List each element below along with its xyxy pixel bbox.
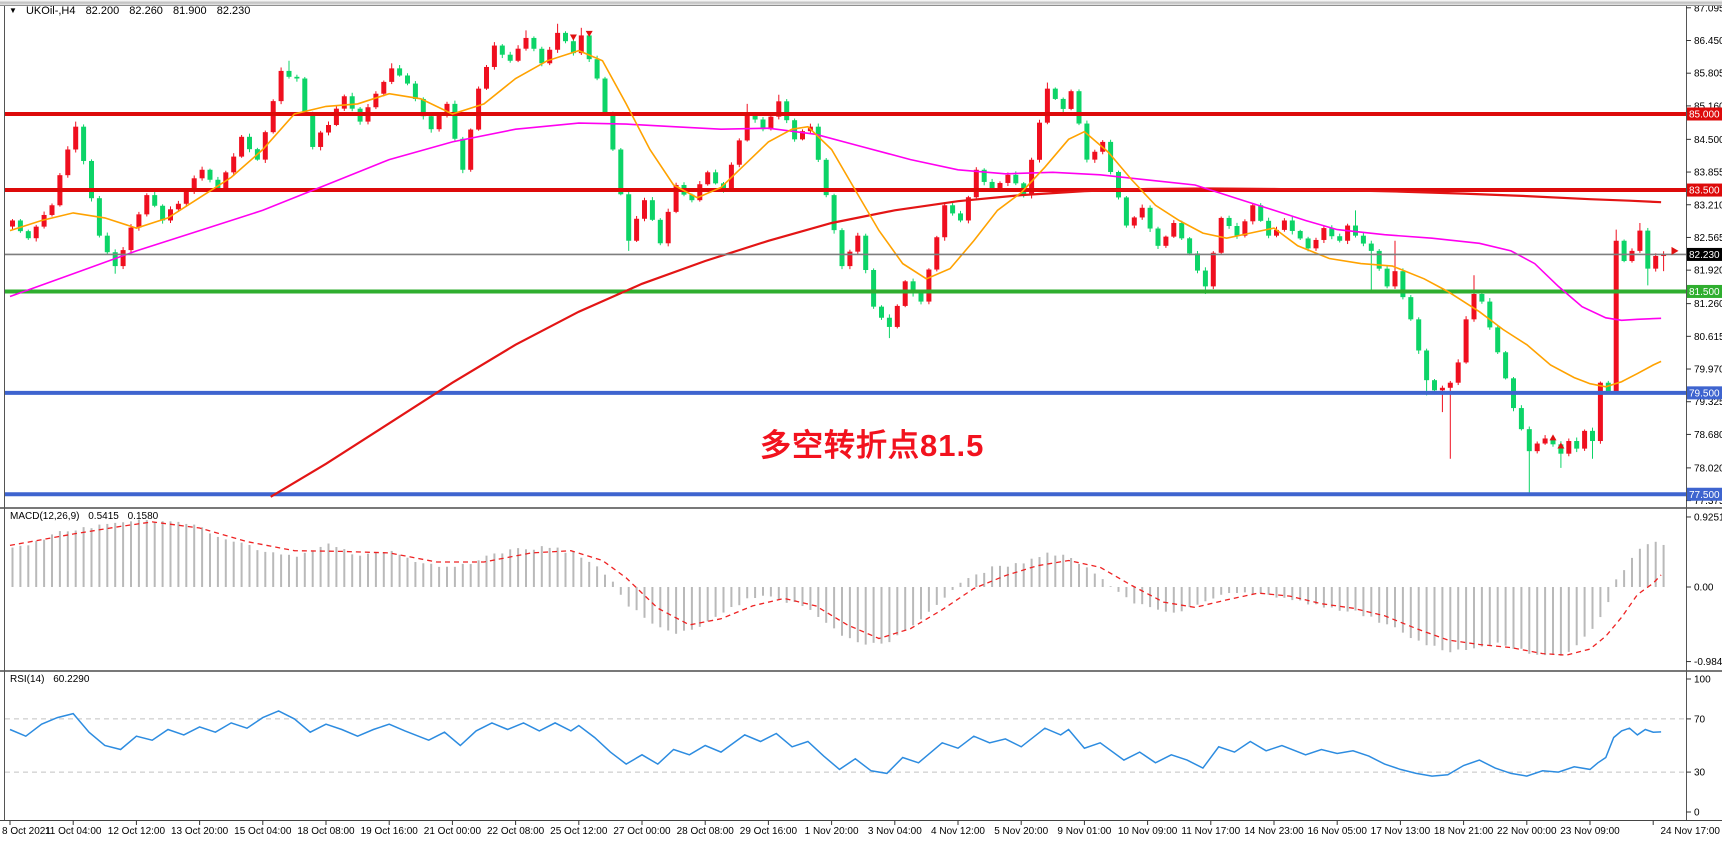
ma-fast-orange [9,49,1662,388]
time-axis[interactable] [0,821,1722,841]
svg-text:85.160: 85.160 [1694,101,1722,112]
svg-text:79.325: 79.325 [1694,397,1722,408]
chart-annotation-text: 多空转折点81.5 [760,428,985,463]
svg-text:70: 70 [1694,714,1706,725]
svg-text:16 Nov 05:00: 16 Nov 05:00 [1307,826,1367,837]
close-value: 82.230 [216,5,251,17]
svg-text:81.920: 81.920 [1694,266,1722,277]
rsi-name: RSI(14) [10,674,45,685]
panel-frame [0,5,1722,821]
moving-averages-layer [9,49,1662,498]
macd-main-value: 0.5415 [88,511,119,522]
rsi-indicator-label: RSI(14) 60.2290 [10,674,89,685]
svg-text:0.9251: 0.9251 [1694,512,1722,523]
svg-text:14 Nov 23:00: 14 Nov 23:00 [1244,826,1304,837]
price-axis[interactable] [1687,6,1722,820]
svg-text:83.855: 83.855 [1694,168,1722,179]
rsi-line [9,710,1662,777]
svg-text:9 Nov 01:00: 9 Nov 01:00 [1057,826,1111,837]
svg-text:21 Oct 00:00: 21 Oct 00:00 [424,826,482,837]
svg-text:15 Oct 04:00: 15 Oct 04:00 [234,826,292,837]
svg-text:13 Oct 20:00: 13 Oct 20:00 [171,826,229,837]
rsi-panel[interactable] [5,672,1686,819]
svg-text:82.230: 82.230 [1689,250,1720,261]
ma-slow-red [270,187,1662,498]
svg-text:80.615: 80.615 [1694,332,1722,343]
svg-text:18 Nov 21:00: 18 Nov 21:00 [1434,826,1494,837]
svg-text:83.500: 83.500 [1689,186,1720,197]
svg-text:19 Oct 16:00: 19 Oct 16:00 [361,826,419,837]
svg-text:22 Nov 00:00: 22 Nov 00:00 [1497,826,1557,837]
svg-text:10 Nov 09:00: 10 Nov 09:00 [1118,826,1178,837]
svg-text:29 Oct 16:00: 29 Oct 16:00 [740,826,798,837]
rsi-value: 60.2290 [53,674,90,685]
low-value: 81.900 [173,5,207,17]
svg-text:100: 100 [1694,675,1711,686]
macd-name: MACD(12,26,9) [10,511,80,522]
macd-signal-value: 0.1580 [127,511,159,522]
rsi-layer [5,710,1686,777]
svg-text:12 Oct 12:00: 12 Oct 12:00 [108,826,166,837]
svg-text:81.260: 81.260 [1694,299,1722,310]
svg-text:17 Nov 13:00: 17 Nov 13:00 [1371,826,1431,837]
svg-text:27 Oct 00:00: 27 Oct 00:00 [613,826,671,837]
price-axis-labels: 87.095 86.450 85.805 85.160 84.500 83.855 83.2… [1686,3,1722,507]
svg-text:78.680: 78.680 [1694,430,1722,441]
symbol-info: ▼ UKOil-,H4 82.200 82.260 81.900 82.230 [9,5,250,17]
svg-text:85.000: 85.000 [1689,110,1720,121]
svg-text:86.450: 86.450 [1694,36,1722,47]
svg-text:23 Nov 09:00: 23 Nov 09:00 [1560,826,1620,837]
svg-text:4 Nov 12:00: 4 Nov 12:00 [931,826,985,837]
svg-text:85.805: 85.805 [1694,69,1722,80]
svg-text:0: 0 [1694,808,1700,819]
svg-text:87.095: 87.095 [1694,3,1722,14]
symbol-period-label: UKOil-,H4 [25,5,76,17]
svg-text:22 Oct 08:00: 22 Oct 08:00 [487,826,545,837]
svg-text:28 Oct 08:00: 28 Oct 08:00 [677,826,735,837]
trade-arrow-markers [569,30,1679,449]
svg-text:79.500: 79.500 [1689,388,1720,399]
horizontal-levels-layer [5,112,1686,497]
open-value: 82.200 [85,5,120,17]
svg-text:11 Nov 17:00: 11 Nov 17:00 [1181,826,1240,837]
svg-text:77.500: 77.500 [1689,490,1720,501]
svg-text:5 Nov 20:00: 5 Nov 20:00 [994,826,1048,837]
svg-text:-0.9849: -0.9849 [1694,657,1722,668]
svg-text:82.565: 82.565 [1694,233,1722,244]
svg-text:79.970: 79.970 [1694,365,1722,376]
indicator-axis-labels: 0.9251 0.00 -0.9849 100 70 30 0 [1686,512,1722,819]
svg-text:8 Oct 2021: 8 Oct 2021 [2,826,51,837]
chevron-down-icon[interactable]: ▼ [9,6,17,15]
svg-text:11 Oct 04:00: 11 Oct 04:00 [45,826,102,837]
svg-text:1 Nov 20:00: 1 Nov 20:00 [805,826,859,837]
svg-text:18 Oct 08:00: 18 Oct 08:00 [297,826,355,837]
high-value: 82.260 [129,5,163,17]
macd-signal-line [9,521,1662,656]
svg-text:81.500: 81.500 [1689,287,1720,298]
svg-text:84.500: 84.500 [1694,135,1722,146]
ma-mid-magenta [9,122,1662,322]
svg-text:3 Nov 04:00: 3 Nov 04:00 [868,826,922,837]
svg-text:77.375: 77.375 [1694,496,1722,507]
macd-indicator-label: MACD(12,26,9) 0.5415 0.1580 [10,511,158,522]
macd-panel[interactable] [5,509,1686,670]
svg-text:0.00: 0.00 [1694,583,1714,594]
svg-text:24 Nov 17:00: 24 Nov 17:00 [1661,826,1721,837]
window-top-border [0,0,1722,6]
svg-text:78.020: 78.020 [1694,463,1722,474]
svg-text:25 Oct 12:00: 25 Oct 12:00 [550,826,608,837]
macd-layer [9,519,1665,656]
svg-text:30: 30 [1694,768,1706,779]
svg-text:83.210: 83.210 [1694,200,1722,211]
